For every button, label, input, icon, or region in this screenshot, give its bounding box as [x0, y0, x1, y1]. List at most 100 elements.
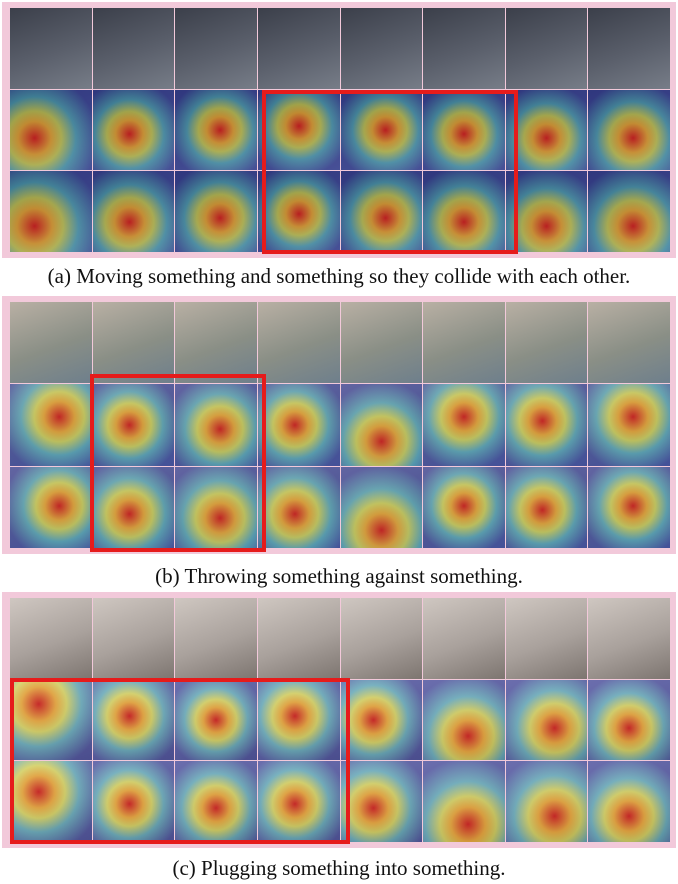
frame-b-r1-c3 [257, 384, 340, 466]
frame-c-r1-c2 [175, 679, 257, 761]
frame-c-r1-c0 [10, 679, 92, 761]
panel-b [2, 296, 676, 554]
frame-a-r1-c6 [505, 89, 588, 171]
frame-c-r1-c6 [505, 679, 588, 761]
attention-heatmap [588, 761, 670, 842]
frame-c-r0-c0 [10, 598, 92, 679]
frame-c-r0-c4 [340, 598, 423, 679]
attention-heatmap [588, 466, 670, 548]
frame-a-r1-c3 [257, 89, 340, 171]
frame-c-r2-c5 [423, 761, 505, 842]
frame-b-r2-c0 [10, 466, 92, 548]
attention-heatmap [588, 384, 670, 466]
frame-a-r2-c1 [92, 171, 175, 252]
attention-heatmap [257, 679, 340, 761]
attention-heatmap [588, 679, 670, 761]
attention-heatmap [340, 89, 423, 171]
caption-c: (c) Plugging something into something. [172, 856, 506, 880]
frame-b-r0-c4 [340, 302, 423, 384]
frame-b-r2-c3 [257, 466, 340, 548]
attention-heatmap [423, 761, 505, 842]
frame-c-r1-c7 [588, 679, 670, 761]
frame-b-r1-c1 [92, 384, 175, 466]
frame-a-r1-c1 [92, 89, 175, 171]
attention-heatmap [505, 466, 588, 548]
frame-a-r0-c4 [340, 8, 423, 89]
attention-heatmap [505, 761, 588, 842]
attention-heatmap [10, 466, 92, 548]
frame-a-r2-c0 [10, 171, 92, 252]
attention-heatmap [423, 466, 505, 548]
frame-b-r0-c2 [175, 302, 257, 384]
frame-c-r2-c7 [588, 761, 670, 842]
attention-heatmap [340, 384, 423, 466]
frame-b-r1-c4 [340, 384, 423, 466]
highlight-box-c [10, 678, 350, 844]
frame-a-r1-c7 [588, 89, 670, 171]
attention-heatmap [423, 89, 505, 171]
frame-c-r2-c2 [175, 761, 257, 842]
attention-heatmap [505, 171, 588, 252]
frame-b-r1-c0 [10, 384, 92, 466]
frame-b-r2-c1 [92, 466, 175, 548]
frame-b-r0-c1 [92, 302, 175, 384]
attention-heatmap [92, 89, 175, 171]
frame-b-r1-c5 [423, 384, 505, 466]
frame-b-r1-c2 [175, 384, 257, 466]
attention-heatmap [10, 384, 92, 466]
frame-grid-b [10, 302, 670, 548]
frame-b-r2-c2 [175, 466, 257, 548]
attention-heatmap [340, 679, 423, 761]
frame-a-r2-c5 [423, 171, 505, 252]
attention-heatmap [257, 384, 340, 466]
frame-c-r2-c0 [10, 761, 92, 842]
frame-a-r0-c1 [92, 8, 175, 89]
frame-b-r2-c4 [340, 466, 423, 548]
attention-heatmap [257, 89, 340, 171]
frame-c-r0-c5 [423, 598, 505, 679]
attention-heatmap [92, 466, 175, 548]
attention-heatmap [423, 679, 505, 761]
attention-heatmap [175, 761, 257, 842]
frame-b-r1-c6 [505, 384, 588, 466]
attention-heatmap [92, 171, 175, 252]
frame-a-r1-c4 [340, 89, 423, 171]
frame-c-r0-c1 [92, 598, 175, 679]
frame-a-r1-c5 [423, 89, 505, 171]
attention-heatmap [175, 171, 257, 252]
caption-b: (b) Throwing something against something… [155, 564, 523, 588]
frame-c-r1-c3 [257, 679, 340, 761]
frame-b-r0-c7 [588, 302, 670, 384]
frame-b-r0-c0 [10, 302, 92, 384]
frame-a-r0-c3 [257, 8, 340, 89]
attention-heatmap [505, 89, 588, 171]
frame-b-r0-c3 [257, 302, 340, 384]
attention-heatmap [257, 466, 340, 548]
highlight-box-b [90, 374, 266, 552]
frame-grid-a [10, 8, 670, 252]
frame-c-r0-c2 [175, 598, 257, 679]
frame-c-r1-c1 [92, 679, 175, 761]
caption-a: (a) Moving something and something so th… [47, 264, 631, 288]
frame-c-r2-c4 [340, 761, 423, 842]
attention-heatmap [10, 171, 92, 252]
panel-a [2, 2, 676, 258]
frame-c-r2-c6 [505, 761, 588, 842]
attention-heatmap [423, 384, 505, 466]
attention-heatmap [92, 679, 175, 761]
frame-b-r0-c6 [505, 302, 588, 384]
attention-heatmap [10, 761, 92, 842]
frame-b-r2-c6 [505, 466, 588, 548]
frame-a-r2-c2 [175, 171, 257, 252]
frame-c-r0-c6 [505, 598, 588, 679]
attention-heatmap [175, 384, 257, 466]
frame-b-r0-c5 [423, 302, 505, 384]
frame-c-r1-c4 [340, 679, 423, 761]
attention-heatmap [92, 384, 175, 466]
frame-a-r2-c7 [588, 171, 670, 252]
attention-heatmap [175, 466, 257, 548]
frame-c-r1-c5 [423, 679, 505, 761]
frame-a-r0-c5 [423, 8, 505, 89]
attention-heatmap [340, 171, 423, 252]
attention-heatmap [505, 679, 588, 761]
